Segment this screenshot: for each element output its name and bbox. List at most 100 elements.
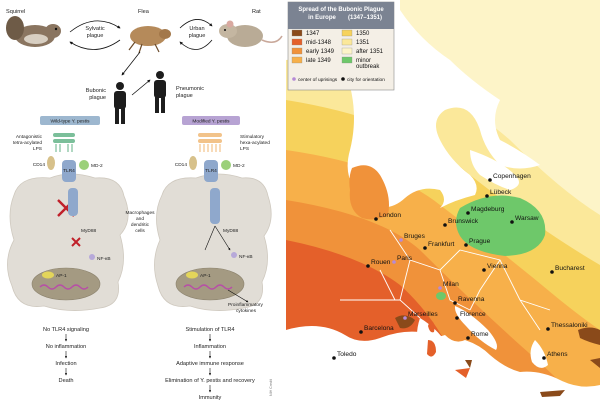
wild-nfkb-label: NF-κB — [97, 256, 111, 262]
region-1347-constantinople — [578, 327, 600, 345]
modified-md2 — [221, 160, 231, 170]
wild-type-tag — [40, 116, 100, 125]
wild-nfkb — [89, 254, 95, 260]
city-label: Frankfurt — [428, 241, 455, 248]
modified-md2-label: MD-2 — [233, 163, 245, 169]
city-marker — [332, 356, 336, 360]
city-label: Bruges — [404, 233, 426, 240]
map-title-2: in Europe — [308, 15, 336, 21]
legend-swatch — [291, 56, 303, 64]
map-legend: Spread of the Bubonic Plague in Europe (… — [287, 1, 395, 91]
wild-step-4: Death — [59, 378, 74, 384]
country-borders — [340, 229, 551, 331]
modified-lps-label-1: Stimulatory — [240, 134, 265, 140]
squirrel-label: Squirrel — [6, 9, 25, 15]
city-marker — [550, 270, 554, 274]
bubonic-label-1: Bubonic — [86, 88, 106, 94]
city-marker — [546, 327, 550, 331]
map-title-3: (1347–1351) — [348, 15, 382, 21]
modified-tlr4-label: TLR4 — [205, 168, 217, 174]
legend-label: minor — [356, 58, 371, 64]
city-marker — [374, 217, 378, 221]
wild-type-tag-text: Wild-type Y. pestis — [50, 119, 90, 125]
wild-nucleus — [31, 267, 101, 301]
modified-nfkb-label: NF-κB — [239, 254, 253, 260]
city-marker — [542, 356, 546, 360]
legend-label: outbreak — [356, 64, 380, 70]
wild-lps-label-2: tetra-acylated — [13, 140, 42, 146]
urban-label-1: Urban — [189, 26, 204, 32]
modified-step-5: Immunity — [199, 395, 222, 401]
sea-tyrrhenian — [417, 318, 456, 380]
legend-label: late 1349 — [306, 58, 331, 64]
city-label: Prague — [469, 238, 491, 245]
legend-swatch — [341, 38, 353, 46]
modified-step-1: Stimulation of TLR4 — [185, 327, 234, 333]
wild-outcome-steps: No TLR4 signaling No inflammation Infect… — [43, 327, 89, 384]
city-label: Paris — [397, 255, 413, 262]
legend-center-label: center of uprisings — [298, 77, 338, 83]
modified-outcome-steps: Stimulation of TLR4 Inflammation Adaptiv… — [165, 327, 255, 401]
corsica — [428, 320, 435, 333]
modified-nfkb — [231, 252, 237, 258]
sea-aegean — [530, 340, 548, 368]
city-label: Thessaloniki — [551, 322, 588, 329]
legend-swatch — [291, 38, 303, 46]
legend-swatch — [291, 29, 303, 37]
wild-block-x-2 — [71, 237, 81, 247]
modified-cd14 — [189, 156, 197, 170]
wild-md2-label: MD-2 — [91, 163, 103, 169]
flea-label: Flea — [138, 9, 150, 15]
city-label: Copenhagen — [493, 173, 531, 180]
legend-swatch — [291, 47, 303, 55]
bubonic-label-2: plague — [89, 95, 106, 101]
legend-label: 1347 — [306, 31, 320, 37]
city-marker — [366, 264, 370, 268]
wild-lps-molecule — [53, 133, 75, 152]
city-marker — [423, 246, 427, 250]
region-minor-outbreak-milan — [436, 292, 446, 300]
sicily — [455, 368, 470, 378]
city-marker — [403, 316, 407, 320]
legend-label: mid-1348 — [306, 40, 332, 46]
city-marker — [455, 316, 459, 320]
sea-baltic — [470, 150, 519, 190]
human-figure-pneumonic — [154, 71, 166, 113]
region-1347-marseilles — [395, 315, 415, 329]
wild-tlr4-label: TLR4 — [63, 168, 75, 174]
legend-swatch — [341, 56, 353, 64]
middle-label-2: and — [136, 216, 144, 222]
city-label: Barcelona — [364, 325, 394, 332]
city-marker — [359, 330, 363, 334]
credit-text: NIH Credit — [269, 379, 273, 396]
wild-step-2: No inflammation — [46, 344, 86, 350]
city-label: Rome — [471, 331, 489, 338]
wild-step-1: No TLR4 signaling — [43, 327, 89, 333]
city-marker — [466, 336, 470, 340]
modified-cytokines-label-1: Proinflammatory — [228, 302, 264, 308]
modified-myd88 — [210, 188, 220, 224]
city-label: Brunswick — [448, 218, 479, 225]
wild-ap1-label: AP-1 — [56, 273, 67, 279]
city-label: Vienna — [487, 263, 508, 270]
modified-cd14-label: CD14 — [175, 162, 188, 168]
modified-ap1-label: AP-1 — [200, 273, 211, 279]
pneumonic-label-2: plague — [176, 93, 193, 99]
wild-lps-label-1: Antagonistic — [16, 134, 43, 140]
city-label: Bucharest — [555, 265, 585, 272]
sylvatic-label-1: Sylvatic — [85, 26, 104, 32]
city-marker — [466, 211, 470, 215]
city-label: Toledo — [337, 351, 357, 358]
legend-label: after 1351 — [356, 49, 384, 55]
pneumonic-label-1: Pneumonic — [176, 86, 204, 92]
region-minor-outbreak — [456, 195, 546, 256]
modified-step-4: Elimination of Y. pestis and recovery — [165, 378, 255, 384]
city-marker — [443, 223, 447, 227]
city-marker — [464, 243, 468, 247]
map-title-1: Spread of the Bubonic Plague — [298, 7, 384, 13]
legend-label: 1350 — [356, 31, 370, 37]
rat-label: Rat — [252, 9, 261, 15]
city-label: Warsaw — [515, 215, 539, 222]
sea-adriatic — [454, 306, 497, 350]
